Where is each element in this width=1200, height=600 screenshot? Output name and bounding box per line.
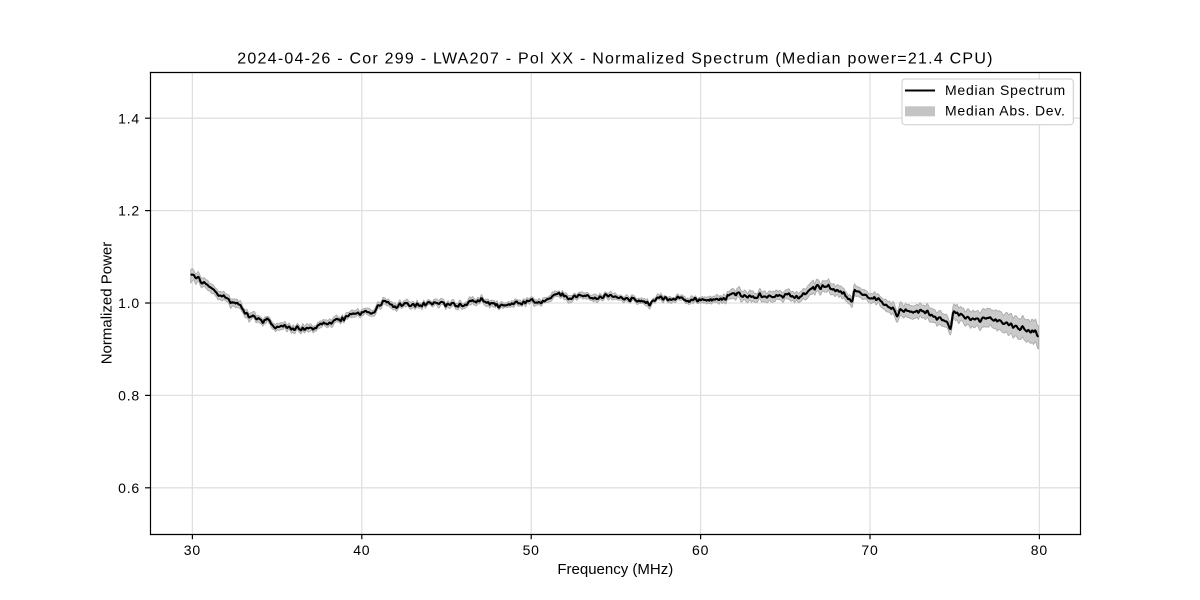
svg-text:50: 50	[523, 542, 540, 558]
svg-text:30: 30	[184, 542, 201, 558]
svg-text:80: 80	[1031, 542, 1048, 558]
svg-text:70: 70	[861, 542, 878, 558]
svg-text:0.6: 0.6	[118, 480, 140, 496]
svg-text:0.8: 0.8	[118, 388, 140, 404]
svg-text:Normalized Power: Normalized Power	[99, 242, 116, 365]
svg-text:1.2: 1.2	[118, 203, 140, 219]
svg-text:1.4: 1.4	[118, 110, 140, 126]
svg-text:40: 40	[353, 542, 370, 558]
svg-text:1.0: 1.0	[118, 295, 140, 311]
svg-text:Median Spectrum: Median Spectrum	[945, 82, 1066, 98]
svg-text:Median Abs. Dev.: Median Abs. Dev.	[945, 103, 1066, 119]
svg-text:2024-04-26 - Cor 299 - LWA207: 2024-04-26 - Cor 299 - LWA207 - Pol XX -…	[237, 51, 993, 68]
svg-text:60: 60	[692, 542, 709, 558]
svg-text:Frequency (MHz): Frequency (MHz)	[557, 561, 673, 578]
